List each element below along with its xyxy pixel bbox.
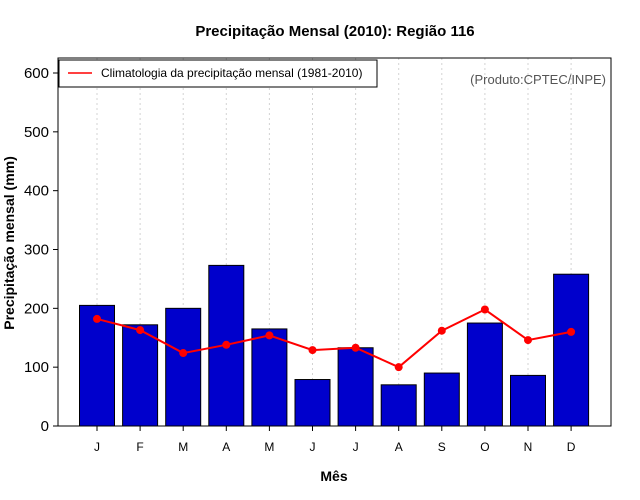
y-tick-label: 300	[24, 242, 49, 259]
bar-3	[165, 307, 202, 427]
y-axis-label: Precipitação mensal (mm)	[1, 156, 17, 330]
x-tick-label: M	[178, 440, 188, 454]
climatology-point-6	[308, 346, 317, 355]
y-tick-label: 100	[24, 359, 49, 376]
bar-7	[337, 347, 374, 427]
climatology-point-9	[437, 326, 446, 335]
x-tick-label: A	[395, 440, 403, 454]
x-axis-label: Mês	[320, 468, 347, 484]
bar-12	[553, 273, 590, 427]
climatology-point-10	[480, 305, 489, 314]
x-tick-label: O	[480, 440, 489, 454]
climatology-line-series	[93, 305, 576, 372]
x-tick-label: D	[567, 440, 576, 454]
climatology-point-12	[567, 327, 576, 336]
legend: Climatologia da precipitação mensal (198…	[58, 59, 378, 88]
bar-2	[122, 324, 159, 427]
bar-9	[423, 372, 460, 427]
legend-box	[58, 59, 378, 88]
y-tick-label: 400	[24, 183, 49, 200]
y-tick-label: 0	[41, 418, 49, 435]
x-tick-label: S	[438, 440, 446, 454]
x-tick-label: J	[353, 440, 359, 454]
chart-title: Precipitação Mensal (2010): Região 116	[195, 23, 474, 40]
x-tick-label: N	[524, 440, 533, 454]
x-tick-label: J	[94, 440, 100, 454]
bar-10	[466, 322, 503, 427]
bar-11	[510, 374, 546, 427]
bar-1	[79, 304, 115, 427]
plot-frame	[57, 57, 612, 427]
y-axis-ticks: 0 100 200 300 400 500 600	[24, 65, 58, 435]
climatology-point-11	[524, 336, 532, 345]
bar-5	[251, 328, 288, 427]
climatology-point-8	[394, 363, 403, 372]
y-tick-label: 200	[24, 300, 49, 317]
y-tick-label: 500	[24, 124, 49, 141]
climatology-point-5	[265, 331, 274, 340]
climatology-point-4	[222, 340, 231, 349]
climatology-line	[96, 308, 572, 369]
bar-series	[79, 264, 590, 427]
bar-6	[294, 379, 331, 427]
x-tick-label: J	[310, 440, 316, 454]
bar-8	[380, 384, 417, 427]
climatology-point-3	[179, 349, 188, 358]
credit-annotation: (Produto:CPTEC/INPE)	[470, 72, 606, 87]
x-tick-label: A	[222, 440, 230, 454]
climatology-point-2	[136, 326, 145, 335]
climatology-point-7	[351, 343, 360, 352]
y-tick-label: 600	[24, 65, 49, 82]
climatology-point-1	[93, 314, 101, 323]
legend-entry: Climatologia da precipitação mensal (198…	[101, 66, 362, 80]
x-tick-label: F	[136, 440, 143, 454]
x-tick-label: M	[264, 440, 274, 454]
